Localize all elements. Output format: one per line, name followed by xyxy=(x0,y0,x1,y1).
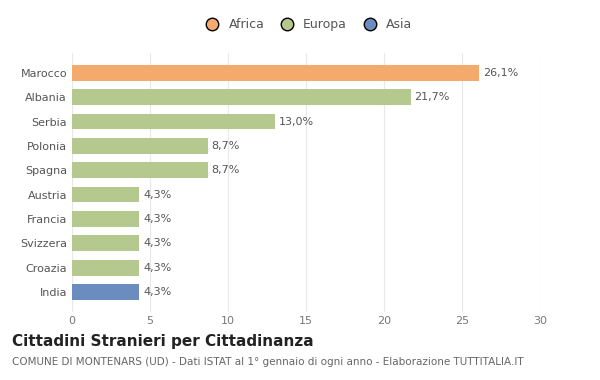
Text: 13,0%: 13,0% xyxy=(278,117,314,127)
Bar xyxy=(72,284,139,300)
Bar xyxy=(72,211,139,227)
Bar xyxy=(72,89,410,105)
Text: 4,3%: 4,3% xyxy=(143,214,171,224)
Bar xyxy=(72,65,479,81)
Bar xyxy=(72,138,208,154)
Text: 26,1%: 26,1% xyxy=(483,68,518,78)
Bar xyxy=(72,260,139,276)
Bar xyxy=(72,235,139,251)
Text: Cittadini Stranieri per Cittadinanza: Cittadini Stranieri per Cittadinanza xyxy=(12,334,314,349)
Bar xyxy=(72,187,139,203)
Text: 8,7%: 8,7% xyxy=(212,141,240,151)
Text: 8,7%: 8,7% xyxy=(212,165,240,175)
Bar xyxy=(72,114,275,130)
Legend: Africa, Europa, Asia: Africa, Europa, Asia xyxy=(195,13,417,36)
Text: 4,3%: 4,3% xyxy=(143,190,171,200)
Text: 21,7%: 21,7% xyxy=(415,92,450,102)
Text: COMUNE DI MONTENARS (UD) - Dati ISTAT al 1° gennaio di ogni anno - Elaborazione : COMUNE DI MONTENARS (UD) - Dati ISTAT al… xyxy=(12,357,524,367)
Text: 4,3%: 4,3% xyxy=(143,238,171,248)
Text: 4,3%: 4,3% xyxy=(143,263,171,272)
Bar xyxy=(72,162,208,178)
Text: 4,3%: 4,3% xyxy=(143,287,171,297)
